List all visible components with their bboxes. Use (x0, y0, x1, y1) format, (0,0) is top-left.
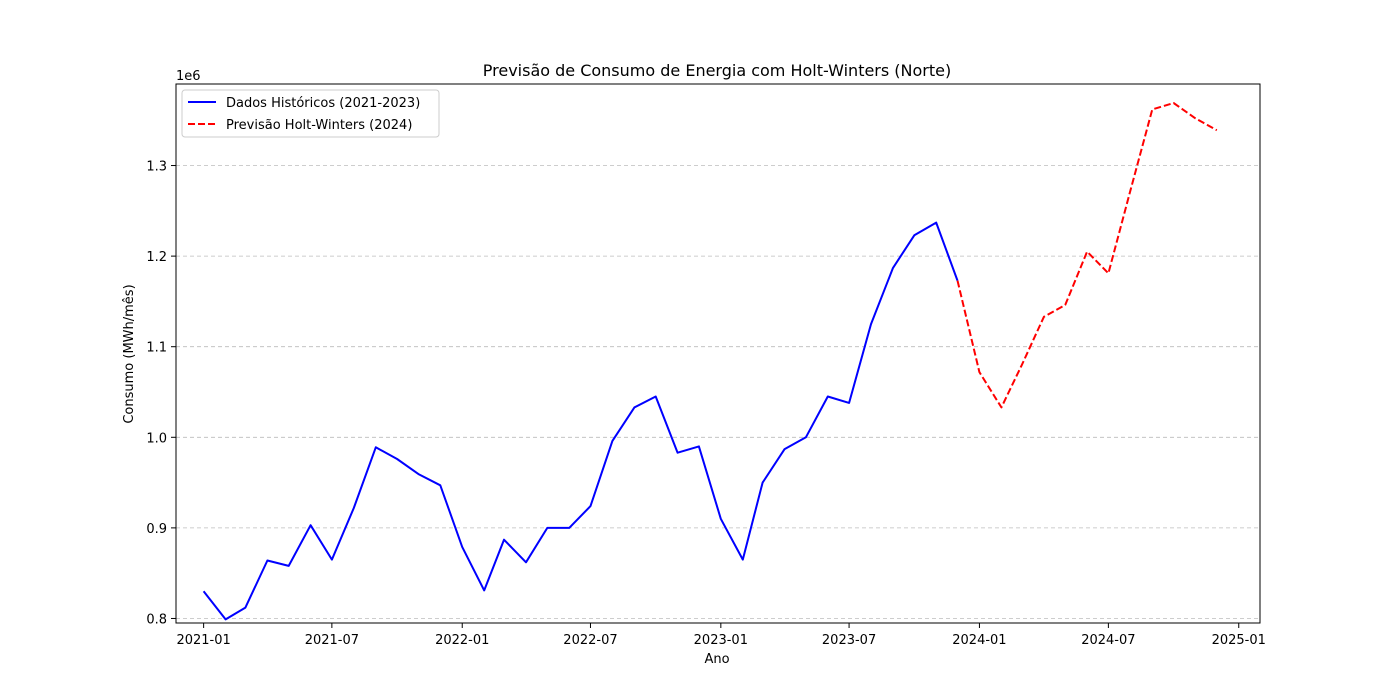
x-axis-label: Ano (704, 652, 729, 667)
y-tick-label: 1.1 (146, 341, 167, 356)
x-tick-label: 2023-07 (822, 633, 876, 648)
y-tick-label: 1.0 (146, 431, 167, 446)
y-axis-offset-label: 1e6 (176, 69, 201, 84)
y-tick-label: 1.3 (146, 160, 167, 175)
series-line-historical (202, 221, 959, 621)
y-tick-label: 1.2 (146, 250, 167, 265)
plot-area-frame (175, 83, 1261, 624)
x-tick-label: 2022-07 (563, 633, 617, 648)
x-tick-label: 2022-01 (435, 633, 489, 648)
legend-frame (181, 89, 440, 138)
chart-title: Previsão de Consumo de Energia com Holt-… (483, 61, 952, 80)
legend-label-forecast: Previsão Holt-Winters (2024) (226, 118, 412, 133)
x-tick-label: 2023-01 (694, 633, 748, 648)
legend-label-historical: Dados Históricos (2021-2023) (226, 96, 420, 111)
series-line-forecast (956, 102, 1218, 409)
x-tick-label: 2021-07 (305, 633, 359, 648)
y-axis-label: Consumo (MWh/mês) (122, 284, 137, 423)
x-tick-label: 2021-01 (176, 633, 230, 648)
x-tick-label: 2025-01 (1212, 633, 1266, 648)
y-axis-ticks: 0.8 0.9 1.0 1.1 1.2 1.3 (146, 160, 176, 627)
x-tick-label: 2024-07 (1081, 633, 1135, 648)
x-axis-ticks: 2021-01 2021-07 2022-01 2022-07 2023-01 2023-… (176, 623, 1266, 648)
y-tick-label: 0.9 (146, 522, 167, 537)
x-tick-label: 2024-01 (952, 633, 1006, 648)
plot-lines (202, 102, 1218, 621)
legend: Dados Históricos (2021-2023) Previsão Ho… (181, 89, 440, 138)
y-tick-label: 0.8 (146, 612, 167, 627)
y-grid (176, 165, 1260, 619)
